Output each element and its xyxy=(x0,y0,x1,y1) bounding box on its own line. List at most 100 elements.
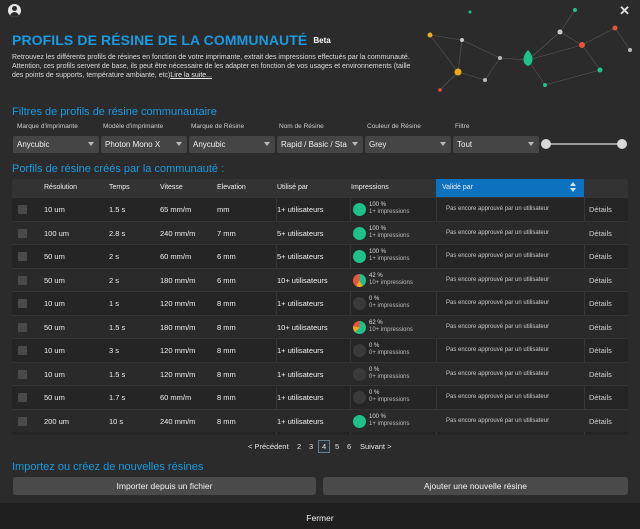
column-header-elevation[interactable]: Elevation xyxy=(217,184,246,191)
cell-speed: 120 mm/m xyxy=(160,369,196,379)
pagination-page-4-current[interactable]: 4 xyxy=(318,440,331,453)
table-row[interactable]: 50 um 2 s 180 mm/m 6 mm 10+ utilisateurs 42 %… xyxy=(12,267,628,291)
cell-success-percent: 42 % xyxy=(369,272,383,279)
column-header-used-by[interactable]: Utilisé par xyxy=(277,184,309,191)
details-link[interactable]: Détails xyxy=(589,369,612,379)
import-file-button[interactable]: Importer depuis un fichier xyxy=(13,477,316,495)
pagination-page-2[interactable]: 2 xyxy=(297,442,302,451)
details-link[interactable]: Détails xyxy=(589,346,612,355)
row-checkbox[interactable] xyxy=(18,275,27,285)
pagination-page-5[interactable]: 5 xyxy=(335,442,340,451)
chevron-down-icon xyxy=(88,142,94,146)
page-title: PROFILS DE RÉSINE DE LA COMMUNAUTÉ xyxy=(12,32,308,48)
details-link[interactable]: Détails xyxy=(589,322,612,332)
pagination-next[interactable]: Suivant > xyxy=(360,442,392,451)
filter-select[interactable]: Tout xyxy=(453,136,539,153)
pagination-previous[interactable]: < Précédent xyxy=(248,442,289,451)
cell-success-percent: 0 % xyxy=(369,343,380,349)
resin-color-select[interactable]: Grey xyxy=(365,136,451,153)
cell-success-percent: 100 % xyxy=(369,225,387,232)
table-row[interactable]: 100 um 2.8 s 240 mm/m 7 mm 5+ utilisateurs 10… xyxy=(12,220,628,244)
cell-time: 1.7 s xyxy=(109,393,126,402)
details-link[interactable]: Détails xyxy=(589,299,612,308)
table-row[interactable]: 50 um 1.5 s 180 mm/m 8 mm 10+ utilisateurs 62… xyxy=(12,314,628,338)
row-checkbox[interactable] xyxy=(18,416,27,426)
add-resin-button[interactable]: Ajouter une nouvelle résine xyxy=(323,477,628,495)
cell-success-percent: 0 % xyxy=(369,390,380,396)
success-pie-icon xyxy=(353,391,366,404)
filters-section-title: Filtres de profils de résine communautai… xyxy=(12,106,217,118)
column-header-impressions[interactable]: Impressions xyxy=(351,184,389,191)
cell-resolution: 10 um xyxy=(44,299,65,308)
table-row[interactable]: 10 um 3 s 120 mm/m 8 mm 1+ utilisateurs 0 % 0+… xyxy=(12,338,628,362)
row-checkbox[interactable] xyxy=(18,228,27,238)
success-pie-icon xyxy=(353,273,366,287)
range-slider[interactable] xyxy=(541,137,627,151)
select-value: Anycubic xyxy=(193,140,226,149)
row-checkbox[interactable] xyxy=(18,393,27,402)
close-button[interactable]: Fermer xyxy=(0,503,640,529)
success-pie-icon xyxy=(353,344,366,357)
description-line: des points de supports, température ambi… xyxy=(12,72,171,79)
table-row[interactable]: 10 um 1.5 s 120 mm/m 8 mm 1+ utilisateurs 0 %… xyxy=(12,361,628,385)
resin-brand-select[interactable]: Anycubic xyxy=(189,136,275,153)
details-link[interactable]: Détails xyxy=(589,228,612,238)
slider-min-handle[interactable] xyxy=(541,139,551,149)
pagination-page-3[interactable]: 3 xyxy=(309,442,314,451)
row-checkbox[interactable] xyxy=(18,205,27,214)
column-header-time[interactable]: Temps xyxy=(109,184,130,191)
details-link[interactable]: Détails xyxy=(589,416,612,426)
cell-impressions: 1+ impressions xyxy=(369,420,410,427)
cell-resolution: 50 um xyxy=(44,322,65,332)
cell-elevation: 6 mm xyxy=(217,275,236,285)
details-link[interactable]: Détails xyxy=(589,275,612,285)
cell-speed: 240 mm/m xyxy=(160,416,196,426)
user-icon[interactable] xyxy=(8,4,21,17)
cell-used-by: 10+ utilisateurs xyxy=(277,275,328,285)
cell-time: 3 s xyxy=(109,346,120,355)
slider-track xyxy=(545,143,623,145)
read-more-link[interactable]: Lire la suite... xyxy=(170,72,213,79)
table-row[interactable]: 10 um 1 s 120 mm/m 8 mm 1+ utilisateurs 0 % 0+… xyxy=(12,291,628,315)
resin-name-select[interactable]: Rapid / Basic / Sta xyxy=(277,136,363,153)
cell-resolution: 10 um xyxy=(44,369,65,379)
table-row[interactable]: 200 um 10 s 240 mm/m 8 mm 1+ utilisateurs 100… xyxy=(12,408,628,432)
cell-validated-by: Pas encore approuvé par un utilisateur xyxy=(446,347,550,353)
cell-impressions: 10+ impressions xyxy=(369,326,413,333)
cell-validated-by: Pas encore approuvé par un utilisateur xyxy=(446,276,550,283)
details-link[interactable]: Détails xyxy=(589,205,612,214)
select-value: Anycubic xyxy=(17,140,50,149)
cell-elevation: 8 mm xyxy=(217,299,236,308)
sort-icon xyxy=(570,182,578,194)
cell-elevation: 8 mm xyxy=(217,369,236,379)
printer-brand-select[interactable]: Anycubic xyxy=(13,136,99,153)
resin-brand-label: Marque de Résine xyxy=(191,123,245,130)
resin-color-label: Couleur de Résine xyxy=(367,123,421,130)
row-checkbox[interactable] xyxy=(18,252,27,261)
row-checkbox[interactable] xyxy=(18,346,27,355)
table-row[interactable]: 50 um 1.7 s 60 mm/m 8 mm 1+ utilisateurs 0 % 0… xyxy=(12,385,628,409)
details-link[interactable]: Détails xyxy=(589,393,612,402)
pagination-page-6[interactable]: 6 xyxy=(347,442,352,451)
cell-elevation: 8 mm xyxy=(217,416,236,426)
table-row[interactable]: 10 um 1.5 s 65 mm/m mm 1+ utilisateurs 100 % 1… xyxy=(12,197,628,221)
printer-model-select[interactable]: Photon Mono X xyxy=(101,136,187,153)
column-header-speed[interactable]: Vitesse xyxy=(160,184,183,191)
cell-resolution: 100 um xyxy=(44,228,70,238)
cell-used-by: 1+ utilisateurs xyxy=(277,205,324,214)
details-link[interactable]: Détails xyxy=(589,252,612,261)
cell-resolution: 10 um xyxy=(44,205,65,214)
row-checkbox[interactable] xyxy=(18,299,27,308)
select-value: Tout xyxy=(457,140,473,149)
resin-name-label: Nom de Résine xyxy=(279,123,324,130)
row-checkbox[interactable] xyxy=(18,322,27,332)
cell-validated-by: Pas encore approuvé par un utilisateur xyxy=(446,253,550,259)
row-checkbox[interactable] xyxy=(18,369,27,379)
slider-max-handle[interactable] xyxy=(617,139,627,149)
network-illustration xyxy=(427,8,632,92)
column-header-validated-by[interactable]: Validé par xyxy=(436,179,584,197)
table-row[interactable]: 50 um 2 s 60 mm/m 6 mm 5+ utilisateurs 100 % 1… xyxy=(12,244,628,268)
cell-resolution: 10 um xyxy=(44,346,65,355)
close-icon[interactable]: ✕ xyxy=(619,3,630,18)
column-header-resolution[interactable]: Résolution xyxy=(44,184,78,191)
